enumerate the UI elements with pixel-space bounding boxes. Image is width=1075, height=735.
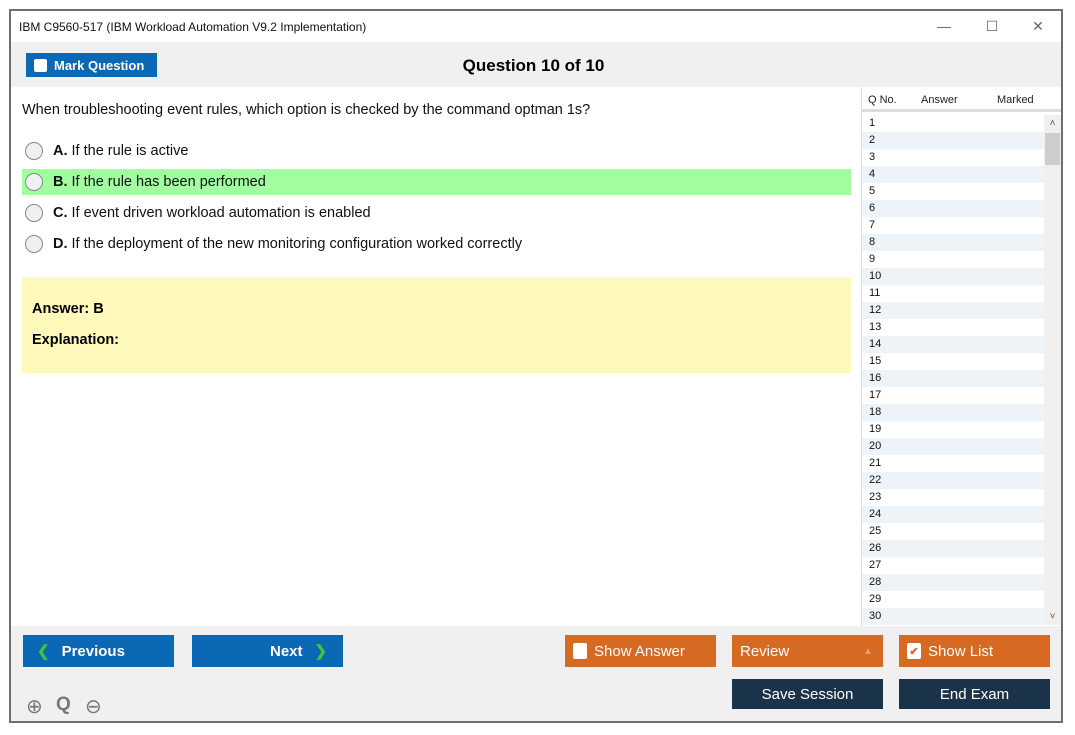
list-row[interactable]: 4 bbox=[862, 166, 1044, 183]
option-text: If the deployment of the new monitoring … bbox=[71, 236, 523, 252]
scroll-up-icon[interactable]: ˄ bbox=[1049, 118, 1056, 129]
option-text: If event driven workload automation is e… bbox=[71, 205, 371, 221]
chevron-left-icon: ❮ bbox=[37, 643, 50, 660]
radio-button[interactable] bbox=[25, 235, 43, 253]
title-bar: IBM C9560-517 (IBM Workload Automation V… bbox=[11, 11, 1061, 42]
review-label: Review bbox=[740, 642, 790, 660]
question-text: When troubleshooting event rules, which … bbox=[22, 102, 591, 118]
footer: ❮ Previous Next ❯ Show Answer Review ▲ ✔… bbox=[11, 626, 1061, 721]
chevron-right-icon: ❯ bbox=[314, 643, 328, 660]
radio-button[interactable] bbox=[25, 173, 43, 191]
save-session-button[interactable]: Save Session bbox=[732, 679, 883, 709]
scroll-down-icon[interactable]: ˅ bbox=[1049, 611, 1056, 622]
header-qno: Q No. bbox=[868, 94, 897, 106]
list-row[interactable]: 5 bbox=[869, 185, 876, 197]
list-row[interactable]: 22 bbox=[862, 472, 1044, 489]
next-label: Next bbox=[270, 642, 303, 660]
option-letter: A. bbox=[53, 143, 68, 159]
list-row[interactable]: 18 bbox=[862, 404, 1044, 421]
option-letter: B. bbox=[53, 174, 68, 190]
toolbar: Mark Question Question 10 of 10 bbox=[11, 42, 1061, 87]
radio-button[interactable] bbox=[25, 142, 43, 160]
checkbox-icon bbox=[573, 643, 587, 659]
question-counter: Question 10 of 10 bbox=[462, 56, 605, 75]
show-list-button[interactable]: ✔ Show List bbox=[899, 635, 1050, 667]
minimize-button[interactable]: — bbox=[937, 18, 951, 34]
option-letter: D. bbox=[53, 236, 68, 252]
list-header: Q No. Answer Marked bbox=[862, 87, 1061, 112]
close-button[interactable]: ✕ bbox=[1032, 18, 1044, 34]
maximize-button[interactable]: ☐ bbox=[985, 18, 999, 34]
list-row[interactable]: 11 bbox=[869, 287, 881, 299]
end-exam-button[interactable]: End Exam bbox=[899, 679, 1050, 709]
option-text: If the rule has been performed bbox=[71, 174, 266, 190]
answer-box: Answer: B Explanation: bbox=[22, 277, 851, 373]
mark-question-button[interactable]: Mark Question bbox=[26, 53, 157, 77]
list-row[interactable]: 29 bbox=[869, 593, 882, 605]
zoom-reset-icon[interactable]: Q bbox=[56, 694, 71, 715]
show-answer-label: Show Answer bbox=[594, 642, 685, 660]
option-text: If the rule is active bbox=[71, 143, 189, 159]
list-row[interactable]: 2 bbox=[862, 132, 1044, 149]
option-letter: C. bbox=[53, 205, 68, 221]
option-c[interactable]: C. If event driven workload automation i… bbox=[22, 200, 851, 226]
list-row[interactable]: 26 bbox=[862, 540, 1044, 557]
list-row[interactable]: 7 bbox=[869, 219, 876, 231]
list-row[interactable]: 23 bbox=[869, 491, 882, 503]
app-window: IBM C9560-517 (IBM Workload Automation V… bbox=[9, 9, 1063, 723]
scrollbar-thumb[interactable] bbox=[1045, 133, 1060, 165]
list-row[interactable]: 30 bbox=[862, 608, 1044, 625]
checkbox-icon bbox=[34, 58, 47, 72]
list-row[interactable]: 25 bbox=[869, 525, 882, 537]
window-title: IBM C9560-517 (IBM Workload Automation V… bbox=[19, 20, 367, 34]
zoom-in-icon[interactable]: ⊕ bbox=[26, 696, 43, 718]
caret-up-icon: ▲ bbox=[863, 645, 873, 657]
explanation-label: Explanation: bbox=[32, 332, 120, 348]
list-row[interactable]: 24 bbox=[862, 506, 1044, 523]
question-list: 1 2 3 4 5 6 7 8 9 10 11 12 13 14 15 16 17 18 19 20 21 22 23 24 2… bbox=[862, 115, 1044, 625]
option-d[interactable]: D. If the deployment of the new monitori… bbox=[22, 231, 851, 257]
list-row[interactable]: 17 bbox=[869, 389, 882, 401]
list-row[interactable]: 27 bbox=[869, 559, 882, 571]
radio-button[interactable] bbox=[25, 204, 43, 222]
list-row[interactable]: 15 bbox=[869, 355, 882, 367]
option-a[interactable]: A. If the rule is active bbox=[22, 138, 851, 164]
mark-question-label: Mark Question bbox=[54, 57, 145, 73]
list-row[interactable]: 14 bbox=[862, 336, 1044, 353]
next-button[interactable]: Next ❯ bbox=[192, 635, 343, 667]
list-row[interactable]: 12 bbox=[862, 302, 1044, 319]
review-dropdown[interactable]: Review ▲ bbox=[732, 635, 883, 667]
checkbox-checked-icon: ✔ bbox=[907, 643, 921, 659]
header-marked: Marked bbox=[997, 94, 1034, 106]
list-row[interactable]: 21 bbox=[869, 457, 882, 469]
show-answer-button[interactable]: Show Answer bbox=[565, 635, 716, 667]
previous-label: Previous bbox=[61, 642, 125, 660]
list-row[interactable]: 10 bbox=[862, 268, 1044, 285]
list-row[interactable]: 28 bbox=[862, 574, 1044, 591]
question-list-panel: Q No. Answer Marked 1 2 3 4 5 6 7 8 9 10 11 12 13 14 1… bbox=[861, 87, 1061, 626]
list-row[interactable]: 16 bbox=[862, 370, 1044, 387]
list-row[interactable]: 9 bbox=[869, 253, 876, 265]
list-row[interactable]: 13 bbox=[869, 321, 882, 333]
list-row[interactable]: 3 bbox=[869, 151, 876, 163]
list-row[interactable]: 20 bbox=[862, 438, 1044, 455]
option-b[interactable]: B. If the rule has been performed bbox=[22, 169, 851, 195]
list-row[interactable]: 1 bbox=[869, 117, 876, 129]
list-row[interactable]: 19 bbox=[869, 423, 882, 435]
list-row[interactable]: 6 bbox=[862, 200, 1044, 217]
header-answer: Answer bbox=[921, 94, 958, 106]
zoom-out-icon[interactable]: ⊖ bbox=[85, 696, 102, 718]
previous-button[interactable]: ❮ Previous bbox=[23, 635, 174, 667]
list-scrollbar[interactable]: ˄ ˅ bbox=[1044, 115, 1061, 625]
list-row[interactable]: 8 bbox=[862, 234, 1044, 251]
show-list-label: Show List bbox=[928, 642, 994, 660]
answer-label: Answer: B bbox=[32, 301, 104, 317]
